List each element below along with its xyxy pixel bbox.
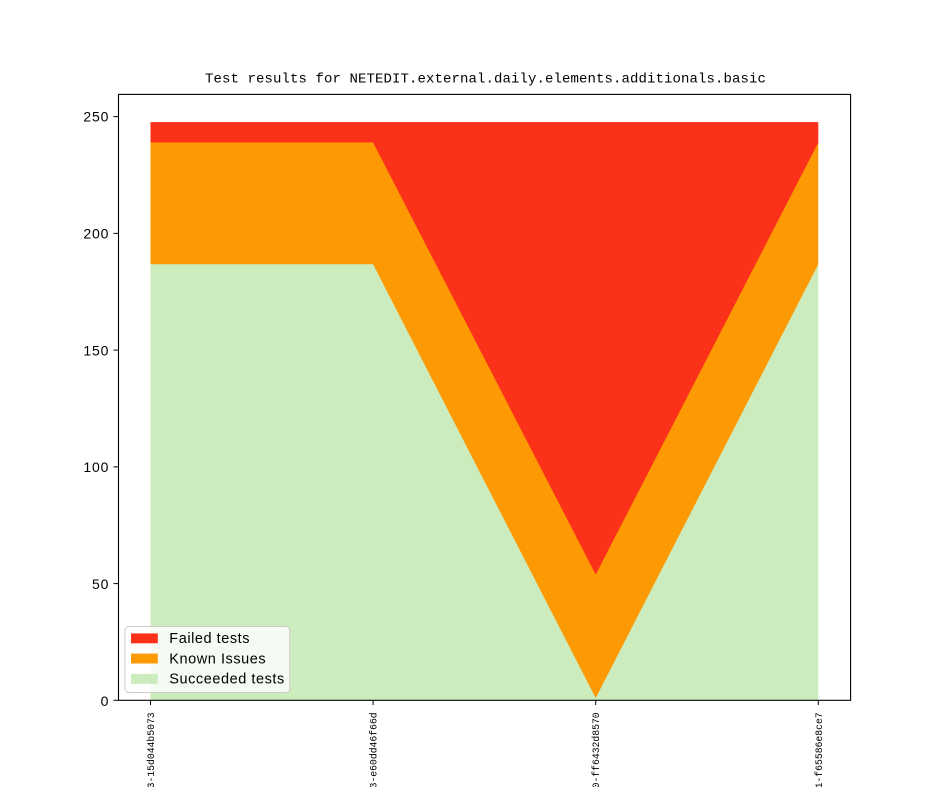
svg-text:Succeeded tests: Succeeded tests (169, 672, 284, 688)
svg-text:0: 0 (101, 693, 110, 709)
svg-text:3-15d044b5073: 3-15d044b5073 (146, 712, 157, 787)
svg-text:Known Issues: Known Issues (169, 651, 266, 667)
svg-text:Test results for NETEDIT.exter: Test results for NETEDIT.external.daily.… (205, 71, 766, 87)
svg-text:1-f65586e8ce7: 1-f65586e8ce7 (814, 712, 825, 787)
svg-text:50: 50 (92, 576, 109, 592)
svg-text:200: 200 (83, 226, 109, 242)
svg-text:250: 250 (83, 109, 109, 125)
svg-text:150: 150 (83, 342, 109, 358)
svg-text:100: 100 (83, 459, 109, 475)
svg-text:3-e60dd46f66d: 3-e60dd46f66d (369, 712, 380, 787)
svg-text:Failed tests: Failed tests (169, 631, 250, 647)
svg-text:0-ff6432d8570: 0-ff6432d8570 (591, 712, 602, 787)
